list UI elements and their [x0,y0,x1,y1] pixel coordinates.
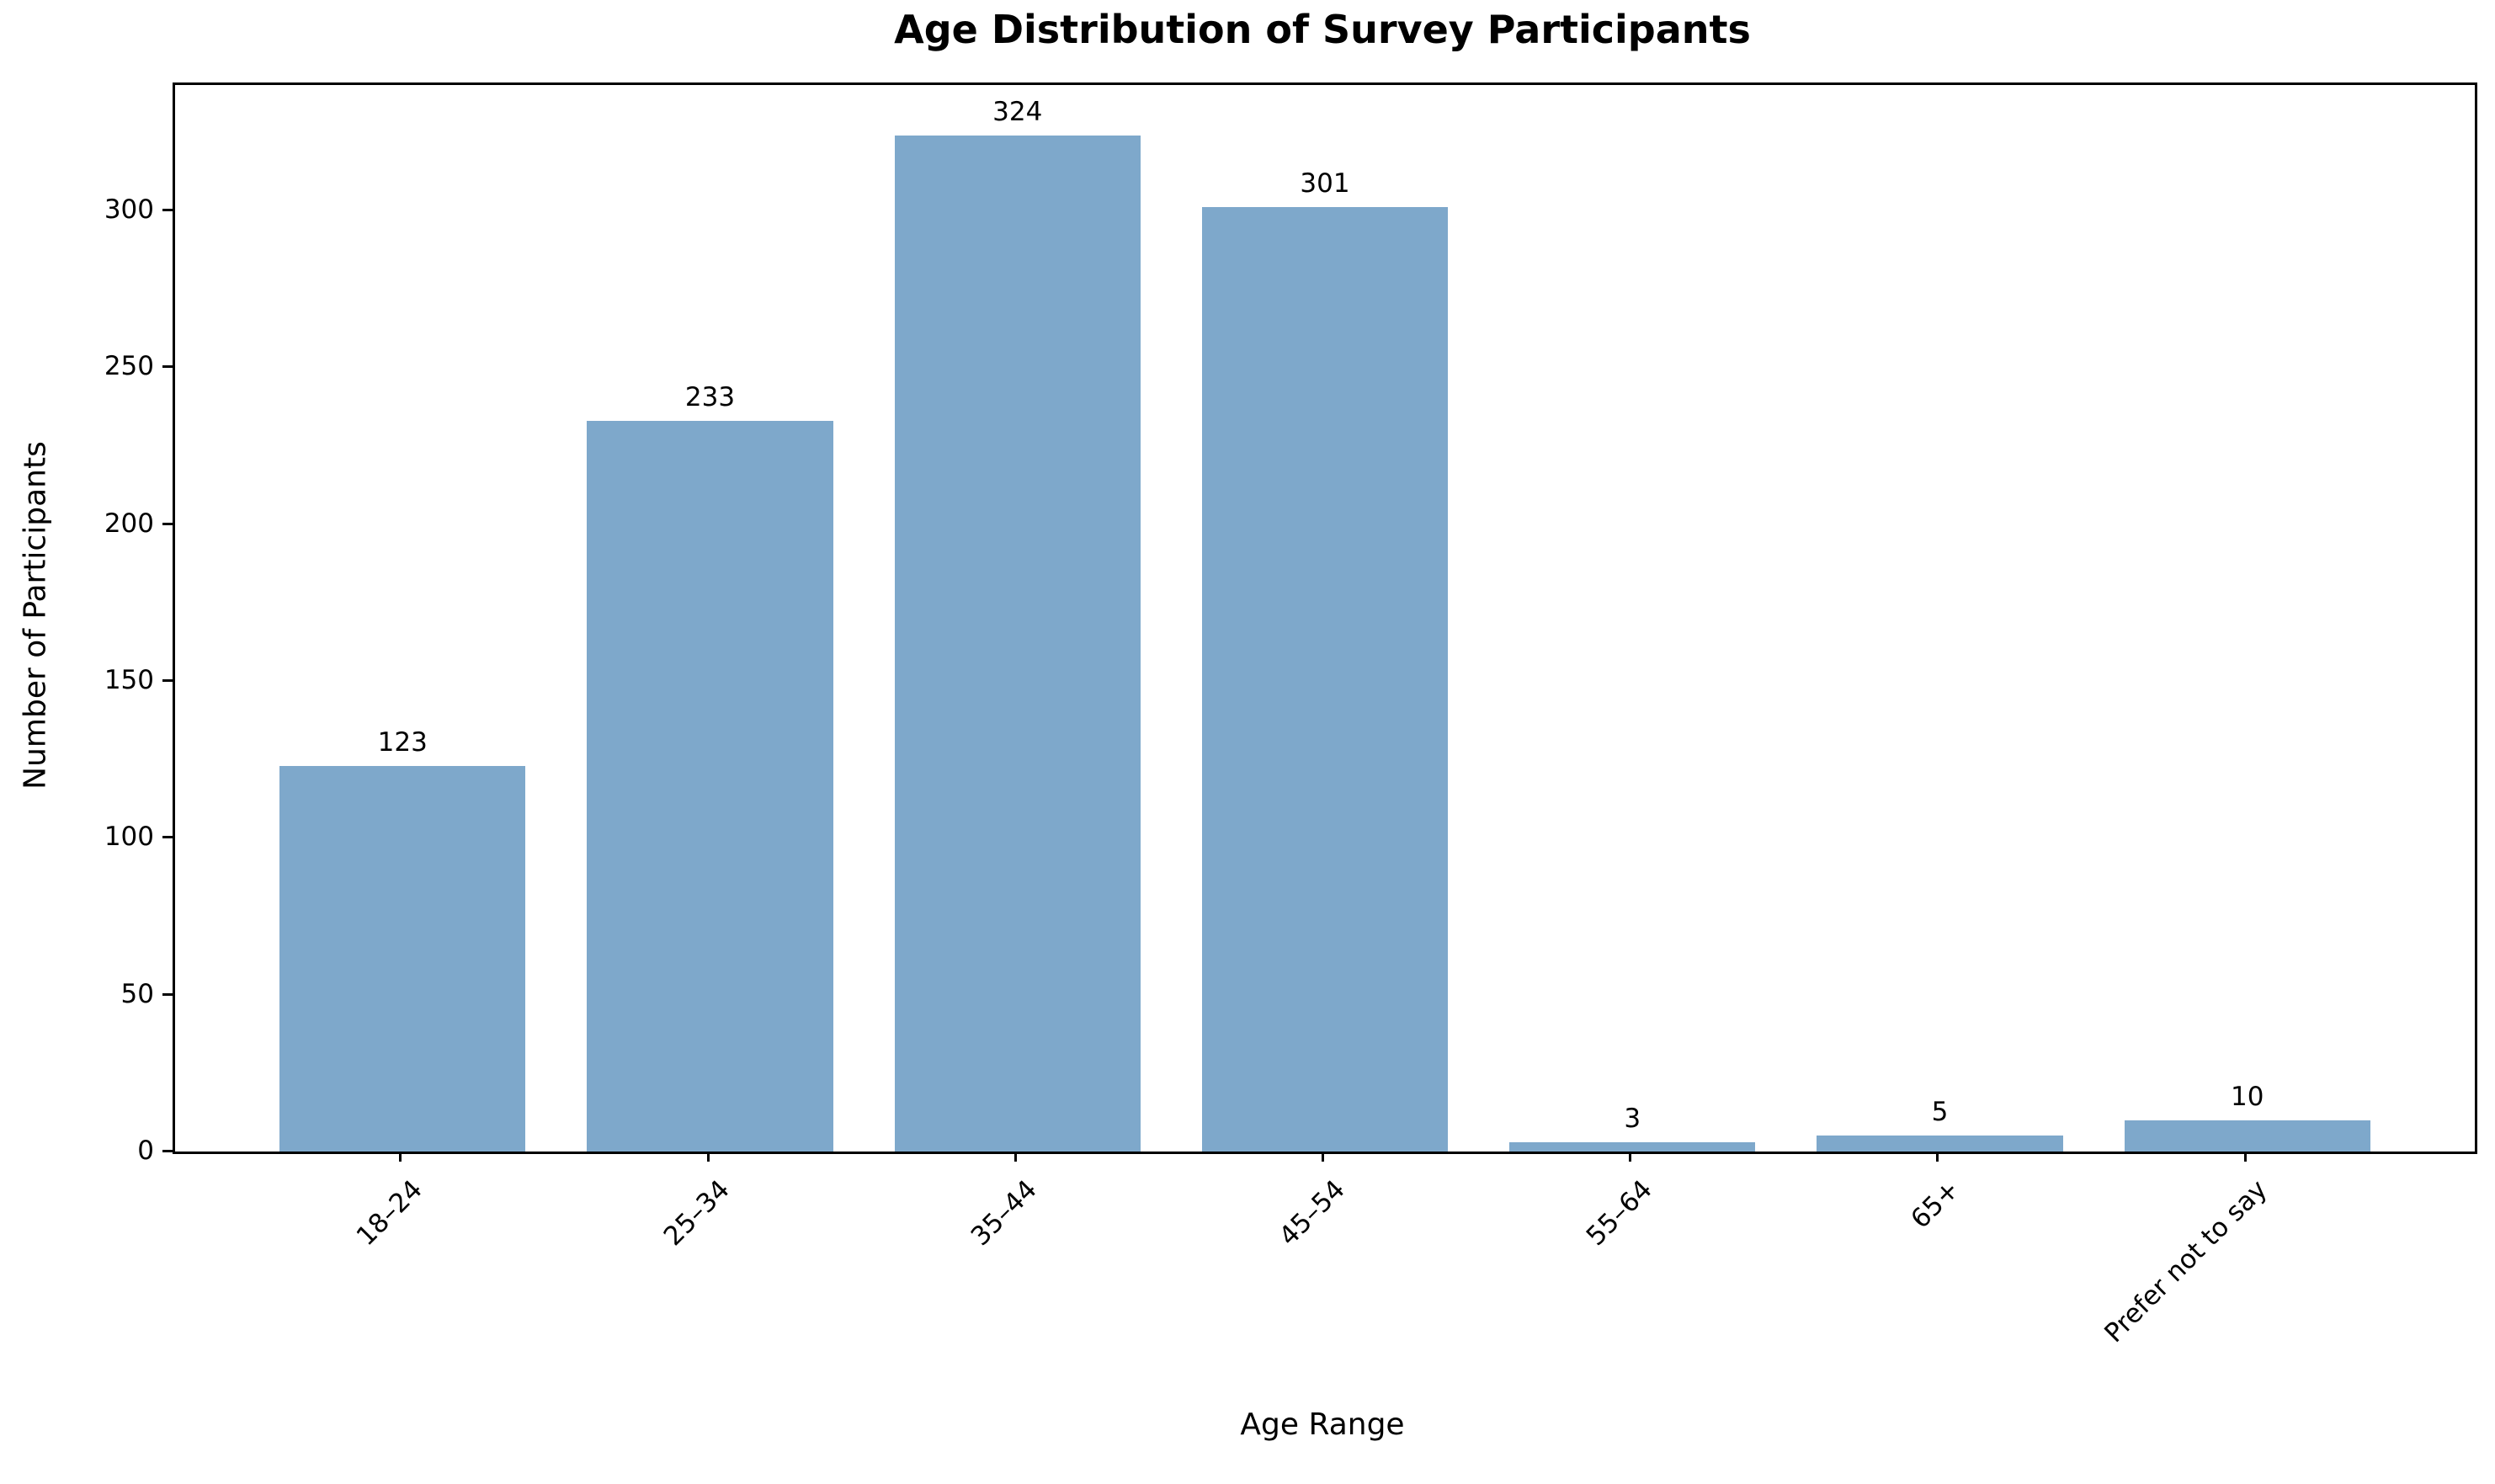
y-tick-label: 150 [104,665,154,696]
x-tick-label: 55–64 [1580,1174,1658,1253]
x-tick-mark [1629,1152,1632,1162]
x-tick-label: 18–24 [350,1174,428,1253]
x-tick-mark [1013,1152,1017,1162]
bar [1817,1136,2063,1152]
y-tick-mark [162,679,173,683]
bar [1509,1141,1756,1152]
x-tick-mark [2243,1152,2247,1162]
y-tick-mark [162,836,173,839]
x-tick-mark [399,1152,402,1162]
chart-title: Age Distribution of Survey Participants [894,7,1751,52]
y-tick-label: 50 [120,978,154,1009]
y-tick-mark [162,992,173,996]
plot-area: 123 233 324 301 3 5 10 [173,82,2477,1154]
y-tick-label: 100 [104,822,154,853]
y-tick-mark [162,522,173,525]
x-tick-label: 25–34 [657,1174,736,1253]
x-tick-mark [706,1152,710,1162]
bar [894,135,1141,1152]
x-tick-label: Prefer not to say [2099,1174,2274,1349]
x-tick-mark [1322,1152,1324,1162]
bar [1201,207,1449,1152]
x-tick-label: 45–54 [1273,1174,1351,1253]
y-tick-label: 0 [137,1136,154,1166]
bar-value-label: 301 [1300,168,1350,199]
x-tick-mark [1936,1152,1939,1162]
y-axis-label: Number of Participants [18,441,53,790]
y-tick-label: 250 [104,351,154,382]
y-tick-label: 300 [104,194,154,226]
bar-value-label: 233 [684,381,736,412]
x-tick-label: 65+ [1905,1174,1966,1235]
bar-value-label: 3 [1624,1103,1641,1134]
bar-value-label: 10 [2230,1081,2264,1112]
bar-value-label: 123 [377,726,428,758]
y-tick-mark [162,209,173,212]
bar [587,420,833,1152]
bar [2124,1120,2370,1152]
y-tick-mark [162,365,173,369]
bar-value-label: 324 [992,96,1043,127]
y-tick-label: 200 [104,508,154,539]
bar [279,765,526,1152]
x-axis-label: Age Range [1240,1407,1405,1442]
x-tick-label: 35–44 [966,1174,1044,1253]
y-tick-mark [162,1150,173,1152]
bar-value-label: 5 [1931,1097,1949,1128]
